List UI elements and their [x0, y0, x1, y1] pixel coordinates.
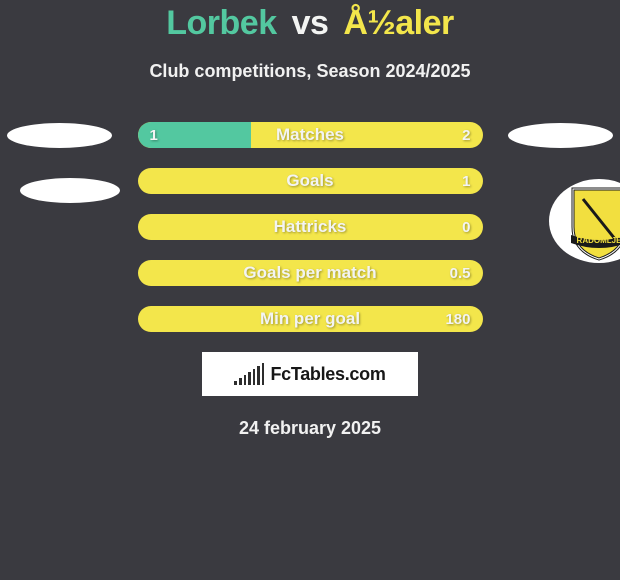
title-vs: vs: [292, 4, 329, 42]
brand-logo: FcTables.com: [202, 352, 418, 396]
stat-right-value: 180: [433, 306, 482, 332]
stat-label: Matches: [138, 122, 483, 148]
comparison-bars: 1Matches2Goals1Hattricks0Goals per match…: [138, 122, 483, 332]
stat-right-value: 0: [450, 214, 482, 240]
stat-right-value: 1: [450, 168, 482, 194]
stat-row: Goals1: [138, 168, 483, 194]
stat-label: Hattricks: [138, 214, 483, 240]
subtitle: Club competitions, Season 2024/2025: [0, 61, 620, 82]
stat-row: Min per goal180: [138, 306, 483, 332]
title-right: Å½aler: [343, 4, 453, 42]
stat-label: Goals: [138, 168, 483, 194]
player-right-avatar-placeholder: [508, 123, 613, 148]
stat-row: 1Matches2: [138, 122, 483, 148]
title-left: Lorbek: [166, 4, 276, 42]
stat-label: Goals per match: [138, 260, 483, 286]
stat-row: Goals per match0.5: [138, 260, 483, 286]
stat-right-value: 2: [450, 122, 482, 148]
brand-logo-text: FcTables.com: [270, 364, 385, 385]
date-text: 24 february 2025: [0, 418, 620, 439]
stat-label: Min per goal: [138, 306, 483, 332]
page-title: Lorbek vs Å½aler: [0, 0, 620, 43]
team-left-badge-placeholder: [20, 178, 120, 203]
player-left-avatar-placeholder: [7, 123, 112, 148]
brand-logo-icon: [234, 363, 264, 385]
team-right-badge: RADOMLJE: [549, 179, 620, 263]
stat-row: Hattricks0: [138, 214, 483, 240]
stat-right-value: 0.5: [438, 260, 483, 286]
svg-text:RADOMLJE: RADOMLJE: [577, 236, 620, 245]
